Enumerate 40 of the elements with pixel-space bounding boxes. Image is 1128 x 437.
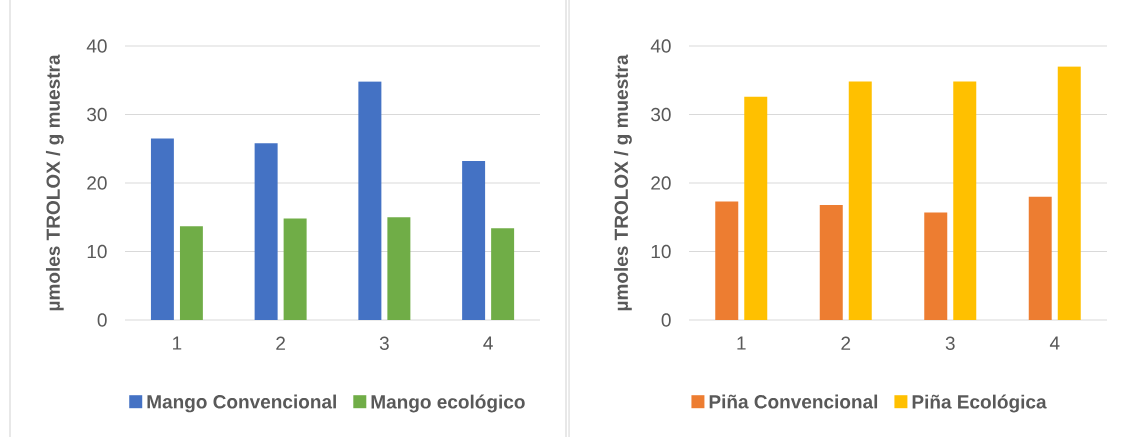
x-tick-label: 4 [1049, 336, 1060, 350]
x-tick-label: 2 [841, 336, 851, 350]
bar [179, 226, 203, 320]
legend-label: Mango ecológico [371, 394, 525, 413]
y-tick-label: 40 [86, 39, 107, 53]
y-axis-title: µmoles TROLOX / g muestra [45, 54, 64, 311]
bar [387, 217, 411, 320]
bar [848, 81, 872, 320]
x-tick-label: 4 [483, 336, 493, 350]
bar [283, 218, 307, 320]
bar [491, 228, 515, 320]
bar [715, 201, 739, 320]
bar [462, 161, 486, 320]
bar [1057, 66, 1081, 320]
y-tick-label: 0 [661, 313, 671, 327]
y-tick-label: 10 [651, 244, 671, 259]
y-tick-label: 30 [651, 107, 671, 122]
legend-label: Mango Convencional [147, 394, 336, 413]
x-tick-label: 1 [737, 336, 746, 350]
y-tick-label: 10 [87, 244, 107, 259]
y-tick-label: 30 [87, 107, 107, 122]
x-tick-label: 2 [276, 336, 285, 350]
bar [254, 143, 278, 320]
bar [358, 81, 382, 320]
y-tick-label: 40 [650, 39, 671, 53]
bar [819, 204, 843, 320]
bar [150, 138, 174, 320]
bar [953, 81, 977, 320]
y-tick-label: 20 [87, 176, 107, 190]
bar [1028, 196, 1052, 320]
bar [924, 212, 948, 320]
y-tick-label: 20 [651, 176, 671, 190]
x-tick-label: 3 [379, 336, 389, 350]
legend-label: Piña Ecológica [912, 394, 1047, 413]
x-tick-label: 1 [173, 336, 182, 350]
x-tick-label: 3 [945, 336, 955, 350]
legend-label: Piña Convencional [709, 394, 878, 409]
bar [744, 96, 768, 320]
y-tick-label: 0 [97, 313, 107, 327]
y-axis-title: µmoles TROLOX / g muestra [614, 54, 632, 311]
